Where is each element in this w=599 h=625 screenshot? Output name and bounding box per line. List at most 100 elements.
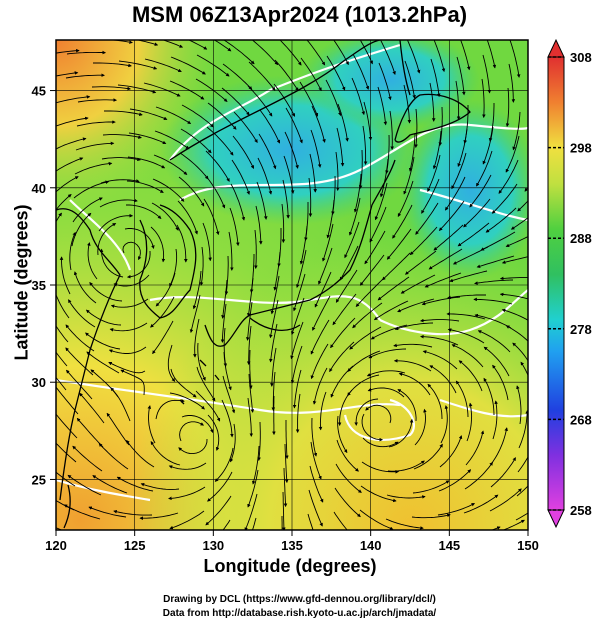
streamline — [326, 55, 346, 91]
streamline — [126, 204, 162, 219]
streamline — [27, 410, 51, 440]
streamline — [485, 207, 517, 233]
streamline — [392, 204, 413, 239]
streamline — [332, 293, 357, 326]
streamline — [88, 506, 127, 518]
sakhalin — [399, 40, 411, 96]
streamline — [285, 420, 289, 460]
streamline — [292, 369, 302, 409]
streamline — [336, 127, 345, 167]
streamline — [330, 317, 356, 349]
streamline — [77, 98, 118, 103]
china-coast — [56, 208, 121, 501]
streamline — [72, 445, 103, 472]
streamline — [42, 28, 80, 32]
streamline — [505, 236, 528, 248]
streamline — [231, 159, 250, 195]
streamline — [269, 299, 279, 339]
streamline — [455, 80, 461, 121]
streamline — [85, 332, 121, 350]
streamline — [397, 298, 435, 313]
streamline — [311, 417, 318, 457]
streamline — [143, 82, 181, 97]
cool-region-north-pacific — [400, 100, 528, 280]
streamline — [415, 202, 439, 235]
streamline — [127, 156, 166, 169]
streamline — [438, 106, 443, 147]
streamline — [14, 517, 47, 536]
streamline — [99, 198, 138, 208]
streamline — [335, 269, 358, 303]
streamline — [318, 391, 327, 431]
streamline — [204, 174, 226, 209]
streamline — [517, 455, 528, 473]
streamline — [290, 321, 304, 360]
streamline — [474, 279, 514, 285]
streamline — [325, 79, 342, 117]
streamline — [98, 213, 134, 232]
streamline — [463, 198, 491, 228]
streamline — [181, 104, 214, 128]
x-tick-label: 130 — [202, 538, 224, 553]
streamline — [282, 491, 286, 530]
streamline — [101, 157, 141, 162]
streamline — [92, 475, 128, 494]
streamline — [85, 309, 122, 326]
streamline — [306, 40, 326, 66]
streamline — [189, 294, 201, 334]
streamline — [466, 402, 473, 442]
streamline — [414, 408, 427, 446]
streamline — [246, 277, 254, 317]
streamline — [120, 369, 145, 396]
colorbar-tick-label: 268 — [570, 412, 592, 427]
streamline — [193, 318, 200, 358]
x-tick-label: 135 — [281, 538, 303, 553]
streamline — [310, 441, 322, 480]
streamline — [220, 303, 227, 343]
streamline — [56, 383, 79, 415]
streamline — [333, 40, 349, 66]
wind-streamlines — [14, 28, 546, 536]
streamline — [109, 322, 148, 332]
streamline — [318, 247, 333, 285]
streamline — [258, 133, 277, 170]
streamline — [124, 228, 155, 249]
streamline — [352, 302, 383, 329]
streamline — [293, 273, 306, 312]
streamline — [449, 270, 488, 283]
streamline — [482, 54, 492, 94]
streamline — [361, 461, 400, 474]
shikoku — [249, 317, 301, 331]
streamline — [482, 126, 494, 165]
streamline — [337, 415, 348, 454]
streamline — [69, 231, 76, 271]
streamline — [110, 298, 149, 308]
streamline — [56, 471, 76, 487]
streamline — [66, 50, 107, 55]
streamline — [299, 81, 319, 117]
streamline — [207, 414, 220, 451]
streamline — [196, 366, 216, 402]
colorbar-tick-label: 288 — [570, 231, 592, 246]
streamline — [424, 272, 462, 288]
streamline — [181, 415, 214, 434]
y-tick-label: 40 — [32, 181, 46, 196]
streamline — [447, 294, 486, 300]
streamline — [300, 57, 322, 92]
y-tick-label: 45 — [32, 84, 46, 99]
streamline — [344, 221, 360, 259]
streamline — [147, 405, 156, 444]
streamline — [473, 297, 513, 305]
streamline — [352, 53, 370, 90]
streamline — [271, 371, 276, 412]
streamline — [421, 296, 461, 306]
streamline — [245, 301, 253, 341]
colorbar: 258 268 278 288 298 308 — [547, 38, 592, 529]
streamline — [533, 134, 546, 170]
streamline — [421, 178, 440, 214]
honshu — [204, 159, 396, 347]
streamline — [481, 78, 486, 119]
streamline — [413, 443, 443, 470]
streamline — [56, 176, 79, 193]
